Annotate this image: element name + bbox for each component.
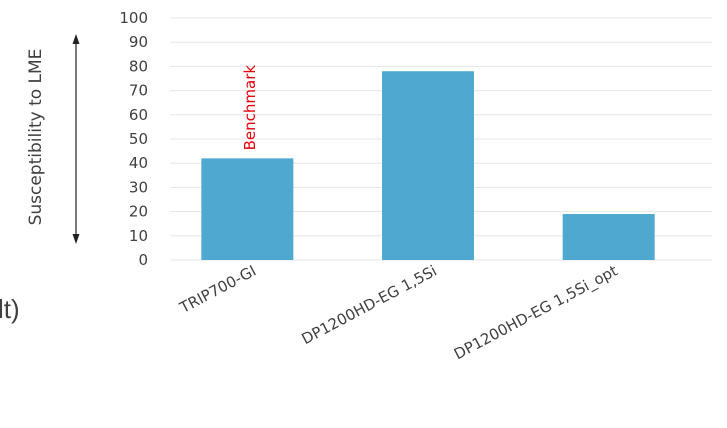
x-category-label: TRIP700-GI [176,262,259,318]
y-tick-label: 40 [129,154,148,172]
bar [562,214,655,260]
y-axis-label: Susceptibility to LME [26,49,46,226]
y-tick-label: 100 [119,9,148,27]
y-tick-label: 90 [129,33,148,51]
y-tick-label: 20 [129,203,148,221]
y-tick-label: 10 [129,227,148,245]
benchmark-annotation: Benchmark [241,65,259,151]
x-category-label: DP1200HD-EG 1,5Si [299,262,440,349]
bars [201,71,655,261]
y-axis-arrow [72,34,80,244]
annotations: Benchmark [241,65,259,151]
y-tick-label: 50 [129,130,148,148]
x-category-label: DP1200HD-EG 1,5Si_opt [451,262,621,365]
y-tick-label: 80 [129,57,148,75]
y-tick-label: 30 [129,178,148,196]
y-tick-labels: 0 10 20 30 40 50 60 70 80 90 100 [119,9,148,269]
edge-text-fragment: lt) [0,294,20,324]
y-tick-label: 60 [129,106,148,124]
bar [201,158,294,260]
y-tick-label: 70 [129,82,148,100]
x-category-labels: TRIP700-GI DP1200HD-EG 1,5Si DP1200HD-EG 1… [176,262,621,365]
y-tick-label: 0 [138,251,148,269]
bar [382,71,474,261]
